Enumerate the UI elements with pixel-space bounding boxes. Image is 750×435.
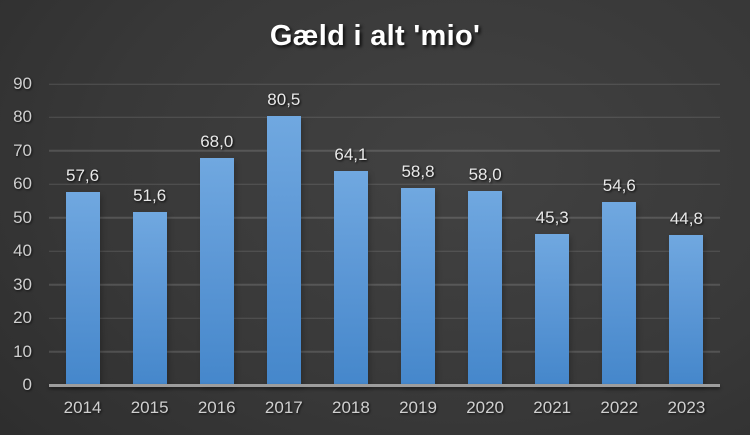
x-axis-tick-label: 2023: [667, 398, 706, 417]
x-axis-tick-label: 2015: [130, 398, 169, 417]
y-axis-tick-label: 20: [13, 308, 32, 328]
y-axis-tick-label: 80: [13, 107, 32, 127]
y-axis-tick-label: 40: [13, 241, 32, 261]
bar-slot-2017: 80,5: [250, 84, 317, 385]
bar-slot-2014: 57,6: [49, 84, 116, 385]
bar-value-label: 57,6: [66, 166, 100, 186]
bar-slot-2018: 64,1: [317, 84, 384, 385]
bar-2018: [333, 170, 368, 385]
y-axis-tick-label: 10: [13, 341, 32, 361]
x-axis-line: [49, 383, 720, 387]
bar-value-label: 54,6: [602, 176, 636, 196]
bar-slot-2020: 58,0: [452, 84, 519, 385]
bar-slot-2022: 54,6: [586, 84, 653, 385]
gridline: [49, 116, 720, 119]
x-axis-tick-label: 2018: [332, 398, 370, 417]
bars: 57,6 51,6 68,0 80,5 64,1 58,8 58,0 45,3 54,6 44,8: [49, 84, 720, 385]
x-axis-tick-label: 2022: [600, 398, 639, 417]
bar-slot-2015: 51,6: [116, 84, 183, 385]
plot-area: 57,6 51,6 68,0 80,5 64,1 58,8 58,0 45,3 54,6 44,8: [49, 83, 720, 387]
y-axis-tick-label: 30: [13, 274, 32, 294]
x-axis-tick-label: 2021: [533, 398, 572, 417]
bar-2019: [401, 188, 436, 385]
bar-2020: [468, 191, 503, 385]
bar-2021: [535, 233, 570, 385]
bar-2016: [199, 157, 234, 385]
gridlines: [49, 83, 720, 385]
chart-title: Gæld i alt 'mio': [269, 20, 481, 52]
gridline: [49, 183, 720, 186]
bar-slot-2021: 45,3: [519, 84, 586, 385]
bar-value-label: 80,5: [267, 89, 301, 109]
gridline: [49, 150, 720, 152]
gridline: [49, 283, 720, 286]
x-axis-tick-label: 2014: [63, 398, 102, 417]
bar-slot-2016: 68,0: [183, 84, 250, 385]
x-axis-tick-label: 2017: [264, 398, 303, 417]
bar-2023: [669, 235, 704, 385]
bar-value-label: 45,3: [535, 207, 569, 227]
gridline: [49, 350, 720, 353]
bar-value-label: 58,0: [468, 165, 502, 185]
bar-value-label: 58,8: [401, 162, 435, 182]
bar-value-label: 64,1: [334, 144, 368, 164]
x-axis-labels: 2014 2015 2016 2017 2018 2019 2020 2021 2022 2023: [49, 398, 720, 417]
y-axis-labels: 0 10 20 30 40 50 60 70 80 90: [0, 75, 36, 394]
bar-value-label: 68,0: [200, 131, 234, 151]
bar-2022: [602, 202, 637, 385]
bar-value-label: 51,6: [133, 186, 167, 206]
bar-slot-2019: 58,8: [384, 84, 451, 385]
x-axis-tick-label: 2019: [399, 398, 437, 417]
gridline: [49, 83, 720, 85]
bar-2017: [266, 115, 301, 385]
y-axis-tick-label: 90: [13, 74, 32, 93]
y-axis-tick-label: 70: [13, 140, 32, 160]
y-axis-tick-label: 60: [13, 174, 32, 194]
y-axis-tick-label: 50: [13, 207, 32, 227]
bar-2014: [65, 192, 100, 385]
bar-slot-2023: 44,8: [653, 84, 720, 385]
y-axis-tick-label: 0: [22, 375, 32, 394]
gridline: [49, 217, 720, 219]
gridline: [49, 250, 720, 252]
bar-value-label: 44,8: [669, 209, 703, 229]
bar-2015: [132, 212, 167, 385]
x-axis-tick-label: 2016: [197, 398, 236, 417]
gridline: [49, 317, 720, 319]
x-axis-tick-label: 2020: [466, 398, 505, 417]
